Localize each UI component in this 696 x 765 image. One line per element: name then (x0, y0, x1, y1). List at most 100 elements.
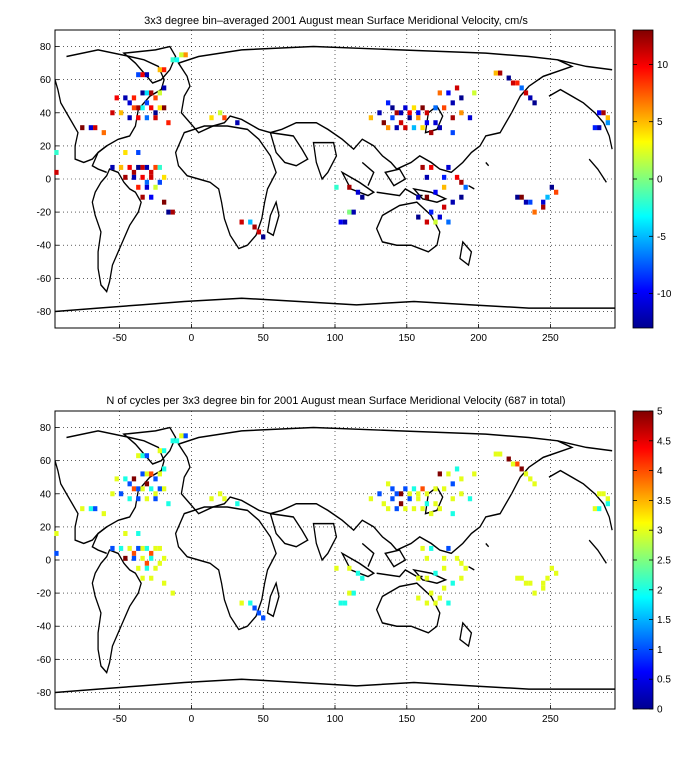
data-bin (149, 174, 154, 180)
data-bin (407, 491, 412, 497)
data-bin (454, 555, 460, 561)
data-bin (157, 164, 162, 170)
data-bin (144, 100, 150, 106)
data-bin (157, 545, 162, 551)
data-bin (54, 169, 59, 175)
data-bin (398, 120, 404, 126)
data-bin (80, 125, 85, 131)
data-bin (248, 600, 253, 606)
data-bin (144, 453, 150, 459)
colorbar-tick-label: 0.5 (657, 675, 671, 686)
x-tick-label: 0 (189, 333, 195, 344)
data-bin (441, 184, 447, 190)
data-bin (347, 184, 352, 190)
data-bin (553, 189, 559, 195)
data-bin (433, 501, 438, 507)
data-bin (161, 105, 167, 111)
data-bin (472, 471, 477, 477)
data-bin (420, 164, 425, 170)
top-colorbar-ticks: 10 5 0 -5 -10 (633, 60, 672, 300)
data-bin (463, 565, 468, 571)
data-bin (605, 115, 610, 121)
bottom-plot-area (54, 410, 616, 710)
data-bin (261, 615, 266, 621)
data-bin (161, 85, 167, 91)
data-bin (144, 72, 150, 78)
data-bin (144, 496, 150, 502)
colorbar-tick-label: 0 (657, 705, 663, 716)
data-bin (459, 476, 464, 482)
x-tick-label: 200 (470, 333, 487, 344)
data-bin (420, 506, 425, 512)
data-bin (454, 174, 460, 180)
data-bin (351, 209, 356, 215)
y-tick-label: -80 (37, 688, 52, 699)
data-bin (252, 224, 257, 230)
data-bin (153, 545, 158, 551)
data-bin (136, 115, 141, 121)
data-bin (118, 110, 124, 116)
data-bin (153, 476, 158, 482)
colorbar-tick-label: 3.5 (657, 496, 671, 507)
data-bin (136, 72, 141, 78)
data-bin (446, 600, 451, 606)
data-bin (136, 184, 141, 190)
data-bin (424, 575, 430, 581)
data-bin (424, 600, 430, 606)
data-bin (144, 481, 150, 487)
data-bin (515, 80, 520, 86)
data-bin (127, 115, 132, 121)
data-bin (368, 496, 374, 502)
data-bin (519, 575, 524, 581)
data-bin (429, 545, 434, 551)
data-bin (157, 471, 162, 477)
data-bin (403, 105, 408, 111)
data-bin (355, 570, 361, 576)
data-bin (601, 110, 606, 116)
data-bin (174, 57, 180, 63)
data-bin (334, 565, 339, 571)
data-bin (110, 110, 115, 116)
data-bin (429, 164, 434, 170)
data-bin (261, 234, 266, 240)
data-bin (493, 70, 498, 76)
data-bin (424, 491, 430, 497)
data-bin (605, 120, 610, 126)
data-bin (131, 476, 137, 482)
data-bin (80, 506, 85, 512)
data-bin (424, 194, 430, 200)
data-bin (446, 219, 451, 225)
data-bin (166, 120, 171, 126)
data-bin (411, 486, 417, 492)
data-bin (153, 491, 158, 497)
x-tick-label: 100 (327, 714, 344, 725)
top-data-bins (54, 52, 610, 240)
y-tick-label: -60 (37, 274, 52, 285)
data-bin (140, 174, 145, 180)
data-bin (131, 95, 137, 101)
data-bin (398, 501, 404, 507)
data-bin (248, 219, 253, 225)
data-bin (144, 90, 150, 96)
data-bin (347, 590, 352, 596)
data-bin (235, 501, 240, 507)
data-bin (360, 194, 365, 200)
data-bin (140, 486, 145, 492)
data-bin (136, 150, 141, 155)
bottom-x-ticks: -50 0 50 100 150 200 250 (112, 705, 559, 725)
data-bin (523, 199, 529, 205)
top-panel: 3x3 degree bin–averaged 2001 August mean… (37, 15, 672, 344)
data-bin (515, 461, 520, 467)
data-bin (239, 600, 244, 606)
data-bin (510, 461, 516, 467)
x-tick-label: 50 (258, 714, 270, 725)
data-bin (519, 194, 524, 200)
data-bin (523, 90, 529, 96)
data-bin (54, 531, 59, 536)
data-bin (433, 486, 438, 492)
data-bin (390, 105, 395, 111)
data-bin (420, 486, 425, 492)
data-bin (136, 164, 141, 170)
data-bin (429, 130, 434, 136)
